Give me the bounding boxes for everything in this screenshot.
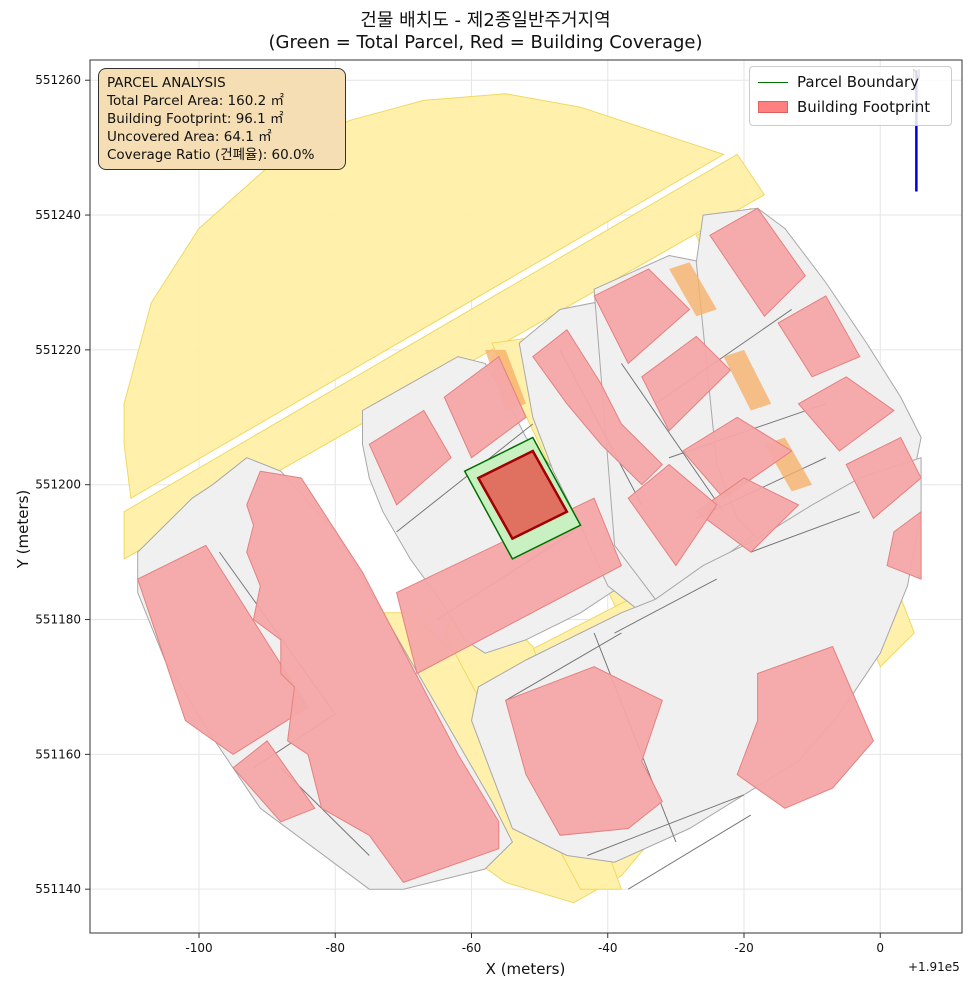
building-footprint — [593, 268, 691, 365]
x-tick-label: 0 — [876, 941, 884, 955]
y-tick-label: 551240 — [35, 208, 81, 222]
building-footprint — [681, 416, 793, 499]
building-footprint — [777, 295, 861, 378]
legend-item-parcel: Parcel Boundary — [758, 73, 919, 91]
road-polygon — [123, 93, 725, 500]
building-footprint — [246, 470, 500, 883]
building-footprint — [532, 328, 664, 486]
legend-label-parcel: Parcel Boundary — [797, 73, 920, 91]
chart-subtitle: (Green = Total Parcel, Red = Building Co… — [268, 32, 703, 53]
building-footprint — [443, 355, 527, 459]
info-line-footprint: Building Footprint: 96.1 ㎡ — [107, 111, 284, 127]
y-tick-label: 551260 — [35, 73, 81, 87]
legend-patch-swatch — [758, 101, 788, 113]
building-footprint — [137, 544, 309, 756]
y-tick-label: 551140 — [35, 882, 81, 896]
legend-item-building: Building Footprint — [758, 98, 930, 116]
x-axis-title: X (meters) — [485, 960, 566, 978]
y-tick-label: 551180 — [35, 613, 81, 627]
parcel-analysis-box: PARCEL ANALYSIS Total Parcel Area: 160.2… — [98, 68, 346, 170]
info-line-area: Total Parcel Area: 160.2 ㎡ — [107, 93, 284, 109]
lot-line — [750, 511, 860, 553]
y-axis-title: Y (meters) — [14, 489, 32, 569]
x-tick-label: -60 — [462, 941, 482, 955]
chart-title: 건물 배치도 - 제2종일반주거지역 — [360, 10, 611, 31]
axes-frame — [89, 59, 963, 934]
info-heading: PARCEL ANALYSIS — [107, 75, 226, 91]
map-layers — [123, 93, 922, 904]
overlap-strip — [669, 262, 717, 317]
building-footprint — [368, 409, 452, 506]
building-footprint — [709, 207, 806, 317]
lot-line — [587, 794, 745, 856]
overlap-strip — [723, 349, 772, 411]
lot-line — [620, 363, 724, 512]
building-footprint — [641, 335, 732, 432]
lot-line — [396, 423, 534, 533]
x-tick-label: -40 — [598, 941, 618, 955]
x-tick-label: -100 — [185, 941, 212, 955]
road-polygon — [123, 153, 766, 560]
x-tick-label: -20 — [734, 941, 754, 955]
building-footprint — [627, 463, 718, 567]
lot-line — [627, 814, 752, 890]
legend-label-building: Building Footprint — [797, 98, 931, 116]
x-offset-label: +1.91e5 — [908, 960, 960, 974]
lot-line — [614, 578, 717, 634]
building-footprint — [232, 740, 316, 823]
y-tick-label: 551160 — [35, 747, 81, 761]
building-footprint — [695, 477, 800, 553]
y-tick-label: 551200 — [35, 478, 81, 492]
legend: Parcel Boundary Building Footprint — [749, 66, 952, 126]
legend-line-swatch — [758, 81, 788, 83]
lot-line — [505, 632, 622, 701]
target-building — [476, 449, 569, 541]
info-line-uncovered: Uncovered Area: 64.1 ㎡ — [107, 129, 272, 145]
y-tick-label: 551220 — [35, 343, 81, 357]
building-footprint — [504, 666, 663, 836]
x-tick-label: -80 — [325, 941, 345, 955]
building-footprint — [797, 376, 895, 452]
info-line-coverage: Coverage Ratio (건폐율): 60.0% — [107, 147, 315, 163]
building-footprint — [736, 645, 874, 809]
axis-ticks: -100 -80 -60 -40 -20 0 551140 551160 551180 55120… — [35, 73, 884, 955]
building-footprint — [886, 510, 922, 580]
building-footprint — [845, 436, 922, 520]
